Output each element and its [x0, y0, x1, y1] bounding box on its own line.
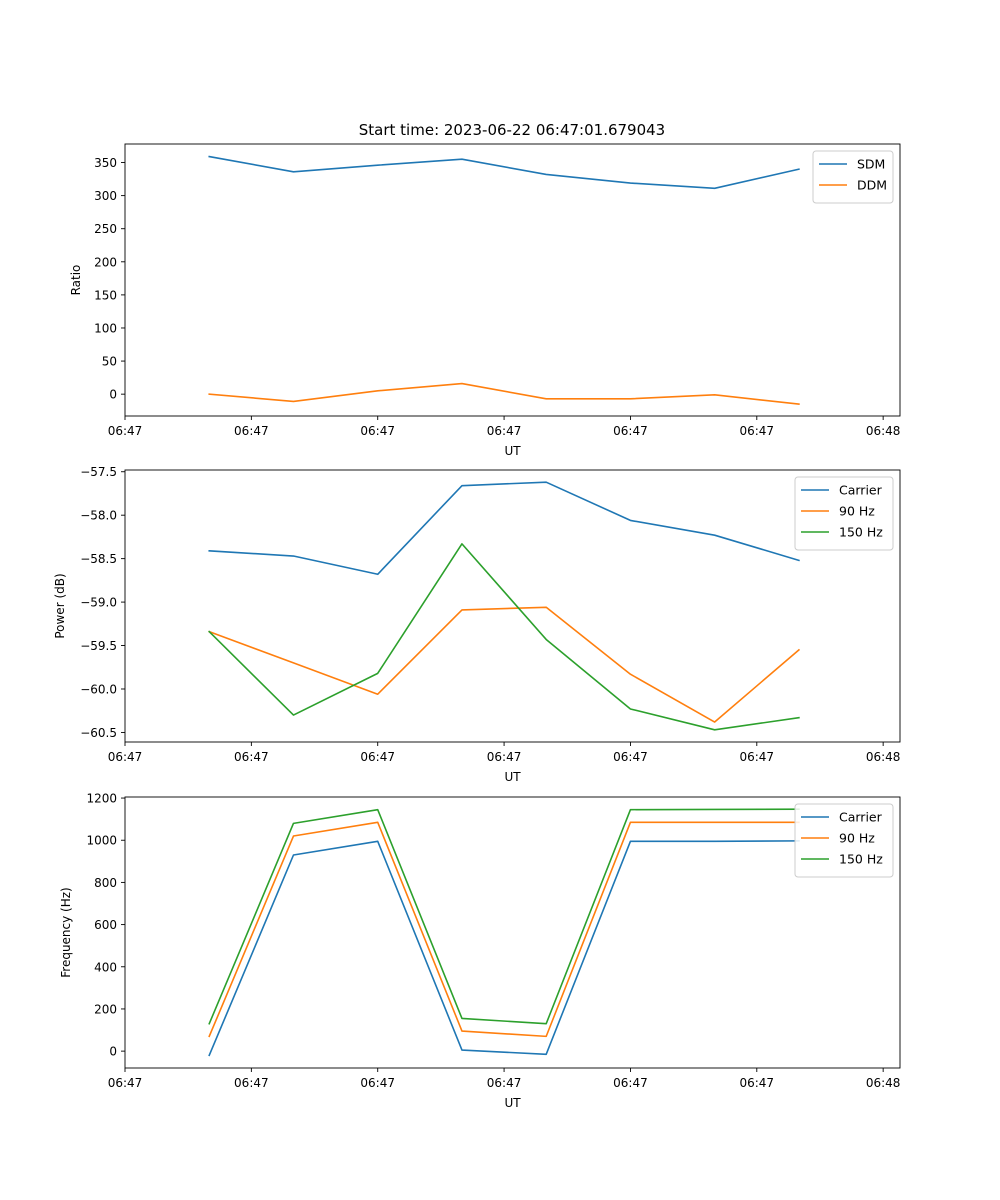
y-tick-label: 600: [94, 918, 117, 932]
y-tick-label: 250: [94, 222, 117, 236]
x-tick-label: 06:47: [360, 1076, 395, 1090]
y-axis-label: Power (dB): [53, 573, 67, 638]
x-tick-label: 06:47: [613, 1076, 648, 1090]
series-line-2-1: [208, 821, 800, 1038]
legend: SDM DDM: [812, 150, 894, 204]
x-axis-label: UT: [504, 444, 521, 458]
series-line-1-2: [208, 543, 800, 731]
x-tick-label: 06:47: [360, 424, 395, 438]
y-axis-label: Frequency (Hz): [59, 887, 73, 978]
subplot-power: 06:47 06:47 06:47 06:47 06:47 06:47 06:48 −60.5…: [53, 465, 901, 784]
y-tick-label: 0: [109, 388, 117, 402]
x-tick-label: 06:47: [739, 424, 774, 438]
y-tick-label: −57.5: [80, 465, 117, 479]
y-tick-label: 50: [102, 355, 117, 369]
x-tick-label: 06:47: [360, 750, 395, 764]
y-tick-label: −60.0: [80, 682, 117, 696]
y-tick-label: 0: [109, 1045, 117, 1059]
x-tick-label: 06:47: [234, 750, 269, 764]
series-line-0-0: [208, 155, 800, 190]
legend-label: 150 Hz: [839, 852, 883, 867]
x-tick-label: 06:48: [866, 1076, 901, 1090]
y-tick-label: −58.0: [80, 509, 117, 523]
y-tick-label: −60.5: [80, 726, 117, 740]
y-axis-label: Ratio: [69, 265, 83, 296]
x-tick-label: 06:47: [613, 750, 648, 764]
legend: Carrier 90 Hz 150 Hz: [794, 476, 894, 551]
y-tick-label: 200: [94, 1002, 117, 1016]
axes-frame: [124, 469, 901, 743]
series-line-2-0: [208, 840, 800, 1057]
axes-frame: [124, 796, 901, 1069]
series-line-1-0: [208, 481, 800, 576]
y-tick-label: 350: [94, 156, 117, 170]
x-tick-label: 06:47: [108, 424, 143, 438]
y-tick-label: 1200: [86, 792, 117, 806]
series-line-1-1: [208, 606, 801, 723]
x-axis-label: UT: [504, 770, 521, 784]
subplot-frequency: 06:47 06:47 06:47 06:47 06:47 06:47 06:48 0 200 4…: [59, 792, 901, 1110]
x-tick-label: 06:48: [866, 750, 901, 764]
x-tick-label: 06:47: [487, 1076, 522, 1090]
y-tick-label: 300: [94, 189, 117, 203]
legend-label: Carrier: [839, 810, 883, 825]
y-tick-label: 800: [94, 876, 117, 890]
x-tick-label: 06:47: [613, 424, 648, 438]
x-tick-label: 06:48: [866, 424, 901, 438]
y-tick-label: −59.0: [80, 596, 117, 610]
x-tick-label: 06:47: [234, 424, 269, 438]
x-tick-label: 06:47: [108, 1076, 143, 1090]
legend-label: DDM: [857, 178, 887, 193]
y-tick-label: 1000: [86, 834, 117, 848]
series-line-2-2: [208, 808, 800, 1025]
x-tick-label: 06:47: [108, 750, 143, 764]
series-line-0-1: [208, 382, 800, 405]
y-tick-label: −58.5: [80, 552, 117, 566]
legend-label: 90 Hz: [839, 504, 875, 519]
y-tick-label: 100: [94, 321, 117, 335]
x-tick-label: 06:47: [487, 750, 522, 764]
x-tick-label: 06:47: [234, 1076, 269, 1090]
x-tick-label: 06:47: [739, 1076, 774, 1090]
y-tick-label: 400: [94, 960, 117, 974]
y-tick-label: 150: [94, 288, 117, 302]
figure-title: Start time: 2023-06-22 06:47:01.679043: [359, 121, 665, 139]
legend-label: Carrier: [839, 483, 883, 498]
x-axis-label: UT: [504, 1096, 521, 1110]
legend-label: SDM: [857, 157, 885, 172]
subplot-ratio: 06:47 06:47 06:47 06:47 06:47 06:47 06:48 0 50 10…: [69, 143, 901, 458]
x-tick-label: 06:47: [487, 424, 522, 438]
axes-frame: [124, 143, 901, 417]
y-tick-label: −59.5: [80, 639, 117, 653]
x-tick-label: 06:47: [739, 750, 774, 764]
legend-label: 150 Hz: [839, 525, 883, 540]
legend: Carrier 90 Hz 150 Hz: [794, 803, 894, 878]
legend-label: 90 Hz: [839, 831, 875, 846]
y-tick-label: 200: [94, 255, 117, 269]
